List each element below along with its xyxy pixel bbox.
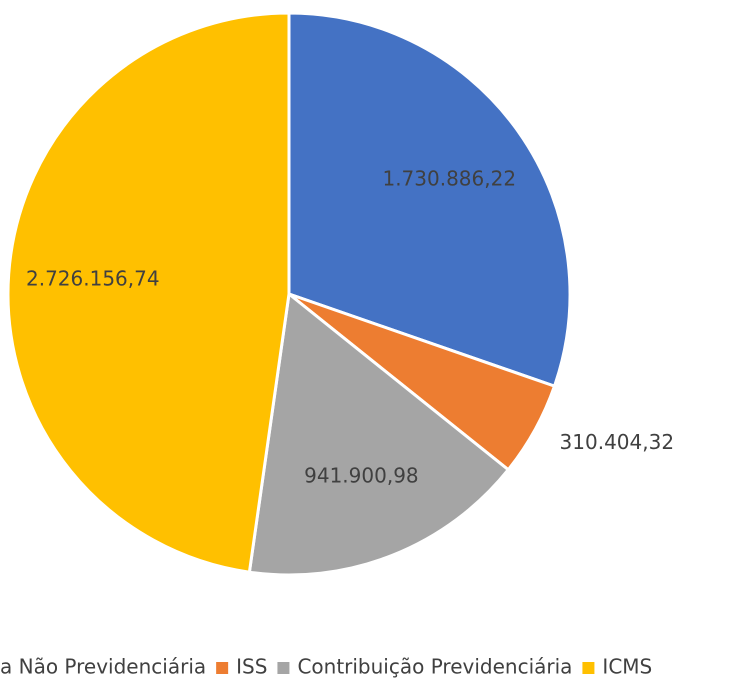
pie-slice xyxy=(6,11,291,574)
legend-swatch xyxy=(277,662,290,674)
pie-slice xyxy=(287,11,572,389)
data-label: 310.404,32 xyxy=(560,430,675,454)
legend-swatch xyxy=(582,662,595,674)
pie-slice xyxy=(247,291,511,577)
data-label: 941.900,98 xyxy=(304,463,419,487)
data-label: 2.726.156,74 xyxy=(26,267,160,291)
legend-label: ICMS xyxy=(602,655,652,679)
legend-label: a Não Previdenciária xyxy=(0,655,206,679)
data-label: 1.730.886,22 xyxy=(382,166,516,190)
legend-label: Contribuição Previdenciária xyxy=(297,655,572,679)
legend-swatch xyxy=(216,662,229,674)
legend-label: ISS xyxy=(236,655,267,679)
